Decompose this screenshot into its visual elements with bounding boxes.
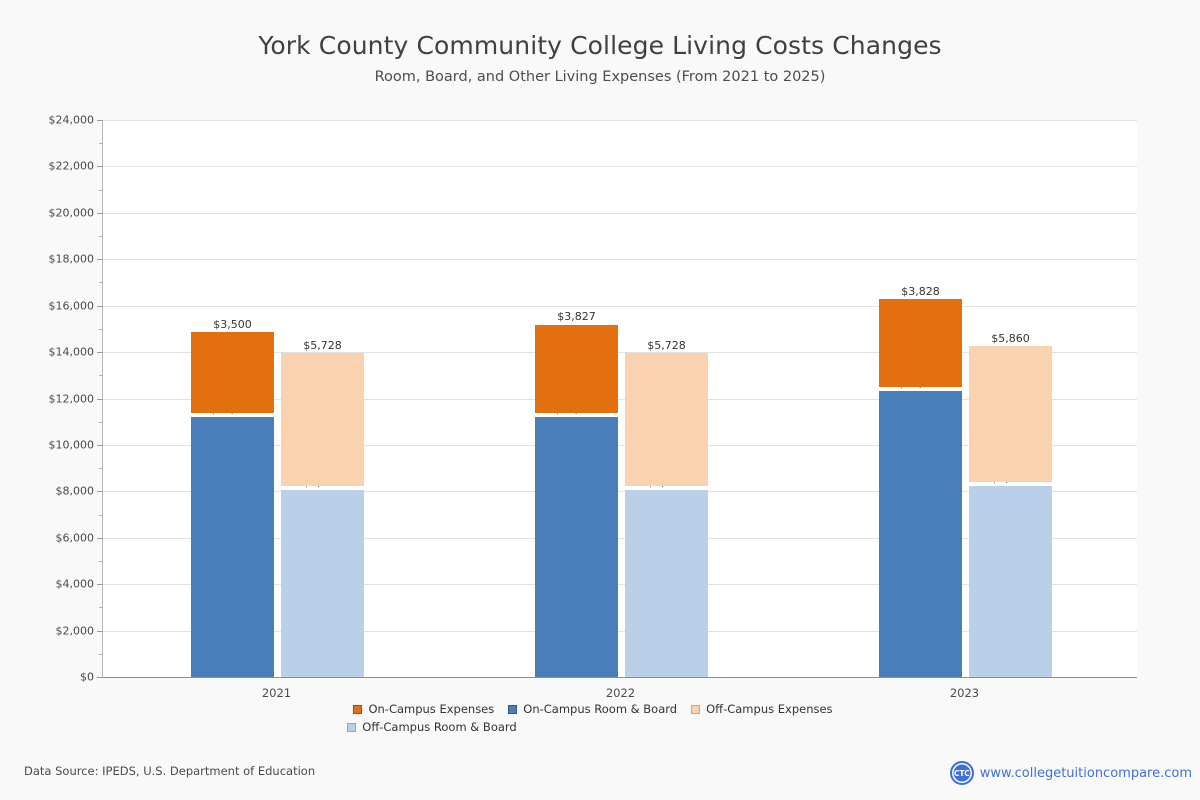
- y-axis-minor-tick: [99, 607, 103, 609]
- legend-swatch-icon: [691, 705, 701, 714]
- bar-segment[interactable]: [281, 353, 364, 487]
- legend-label: Off-Campus Room & Board: [362, 720, 517, 734]
- y-axis-label: $20,000: [48, 206, 95, 220]
- y-axis-label: $0: [80, 670, 94, 684]
- legend-item-off-campus-room-board[interactable]: Off-Campus Room & Board: [347, 718, 517, 736]
- bar-segment[interactable]: [191, 332, 274, 414]
- ctc-logo-icon: CTC: [949, 761, 974, 785]
- y-axis-tick: [97, 305, 103, 307]
- y-axis-minor-tick: [99, 514, 103, 516]
- y-axis-tick: [97, 630, 103, 632]
- gridline: [103, 120, 1137, 121]
- legend-item-off-campus-expenses[interactable]: Off-Campus Expenses: [691, 700, 833, 718]
- y-axis-tick: [97, 120, 103, 121]
- legend-label: Off-Campus Expenses: [706, 702, 833, 716]
- brand-link[interactable]: CTC www.collegetuitioncompare.com: [949, 761, 1192, 785]
- bar-segment[interactable]: [625, 490, 708, 677]
- bar-value-label: $5,728: [647, 339, 686, 353]
- gridline: [103, 166, 1137, 168]
- y-axis-tick: [97, 537, 103, 539]
- legend-item-on-campus-room-board[interactable]: On-Campus Room & Board: [508, 700, 677, 718]
- bar-segment[interactable]: [969, 485, 1052, 677]
- y-axis-label: $12,000: [48, 392, 95, 405]
- bar-segment[interactable]: [969, 345, 1052, 482]
- bar-segment[interactable]: [625, 353, 708, 487]
- bar-segment[interactable]: [535, 417, 618, 677]
- bar-segment[interactable]: [281, 490, 364, 677]
- gridline: [103, 398, 1137, 400]
- y-axis-label: $16,000: [48, 299, 95, 313]
- y-axis-minor-tick: [99, 653, 103, 655]
- legend-row: On-Campus Expenses On-Campus Room & Board…: [0, 700, 1200, 718]
- bar-value-label: $5,860: [991, 331, 1030, 345]
- chart-legend: On-Campus Expenses On-Campus Room & Board…: [0, 700, 1200, 736]
- bar-value-label: $3,500: [213, 318, 252, 332]
- bar-segment[interactable]: [535, 324, 618, 414]
- y-axis-tick: [97, 212, 103, 214]
- legend-swatch-icon: [347, 723, 357, 732]
- y-axis-minor-tick: [99, 282, 103, 284]
- legend-row: Off-Campus Room & Board: [0, 718, 1200, 736]
- x-axis-label-2023: 2023: [949, 686, 980, 700]
- y-axis-label: $14,000: [48, 345, 95, 359]
- y-axis-label: $8,000: [55, 484, 95, 498]
- y-axis-minor-tick: [99, 421, 103, 423]
- bar-segment[interactable]: [879, 298, 962, 388]
- bar-value-label: $3,827: [557, 310, 596, 324]
- bar-segment[interactable]: [879, 391, 962, 677]
- page-title: York County Community College Living Cos…: [258, 31, 942, 60]
- legend-item-on-campus-expenses[interactable]: On-Campus Expenses: [353, 700, 494, 718]
- y-axis-tick: [97, 398, 103, 400]
- x-axis: 2021 2022 2023: [102, 678, 1136, 704]
- chart-header: York County Community College Living Cos…: [0, 0, 1200, 85]
- legend-swatch-icon: [353, 705, 363, 714]
- gridline: [103, 444, 1137, 446]
- y-axis-label: $24,000: [48, 113, 95, 127]
- y-axis-minor-tick: [99, 468, 103, 470]
- y-axis-minor-tick: [99, 236, 103, 238]
- gridline: [103, 537, 1137, 539]
- y-axis-label: $4,000: [55, 577, 95, 591]
- y-axis-tick: [97, 584, 103, 586]
- x-axis-label-2021: 2021: [261, 686, 292, 700]
- x-axis-label-2022: 2022: [605, 686, 636, 700]
- gridline: [103, 212, 1137, 214]
- gridline: [103, 630, 1137, 632]
- legend-label: On-Campus Room & Board: [523, 702, 678, 716]
- y-axis-label: $2,000: [55, 624, 95, 638]
- y-axis-tick: [97, 444, 103, 446]
- y-axis-label: $22,000: [48, 159, 95, 173]
- y-axis-minor-tick: [99, 560, 103, 562]
- y-axis-label: $18,000: [48, 252, 95, 266]
- bar-value-label: $5,728: [303, 339, 342, 353]
- bar-value-label: $3,828: [901, 284, 940, 298]
- plot-area: $11,190$3,500$8,056$5,728$11,190$3,827$8…: [97, 120, 1137, 678]
- y-axis-minor-tick: [99, 189, 103, 191]
- brand-url-label: www.collegetuitioncompare.com: [979, 765, 1192, 781]
- y-axis-minor-tick: [99, 375, 103, 377]
- gridline: [103, 352, 1137, 354]
- data-source-note: Data Source: IPEDS, U.S. Department of E…: [24, 764, 316, 778]
- gridline: [103, 491, 1137, 493]
- legend-swatch-icon: [508, 705, 518, 714]
- chart-subtitle: Room, Board, and Other Living Expenses (…: [374, 69, 826, 85]
- y-axis-tick: [97, 352, 103, 354]
- gridline: [103, 259, 1137, 261]
- y-axis-minor-tick: [99, 143, 103, 145]
- y-axis-tick: [97, 677, 103, 678]
- y-axis-tick: [97, 259, 103, 261]
- y-axis-tick: [97, 491, 103, 493]
- y-axis-minor-tick: [99, 328, 103, 330]
- legend-label: On-Campus Expenses: [368, 702, 495, 716]
- gridline: [103, 584, 1137, 586]
- y-axis-label: $6,000: [55, 531, 95, 545]
- y-axis-tick: [97, 166, 103, 168]
- gridline: [103, 305, 1137, 307]
- y-axis-label: $10,000: [48, 438, 95, 452]
- bar-segment[interactable]: [191, 417, 274, 677]
